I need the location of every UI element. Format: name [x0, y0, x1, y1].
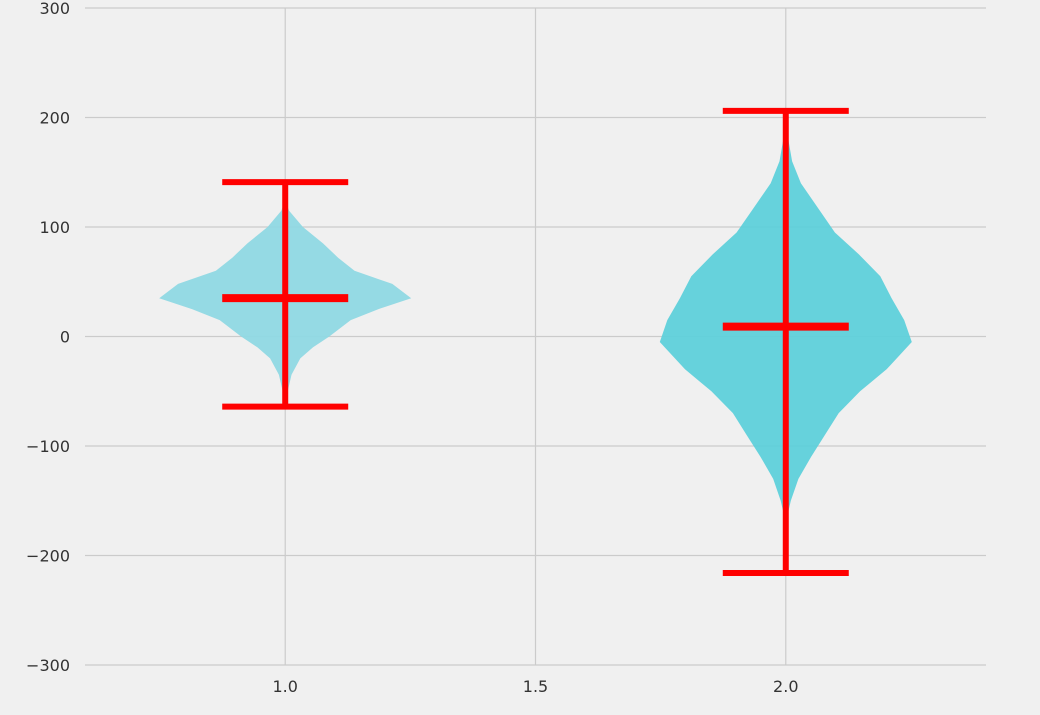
x-tick-label: 1.5	[523, 677, 548, 696]
x-tick-label: 1.0	[272, 677, 297, 696]
x-tick-label: 2.0	[773, 677, 798, 696]
x-tick-labels: 1.0 1.5 2.0	[272, 677, 798, 696]
y-tick-labels: −300 −200 −100 0 100 200 300	[26, 0, 70, 675]
y-tick-label: 0	[60, 328, 70, 347]
y-tick-label: −200	[26, 547, 70, 566]
y-tick-label: 100	[39, 218, 70, 237]
y-tick-label: 300	[39, 0, 70, 18]
violin-stats	[222, 107, 849, 577]
y-tick-label: −300	[26, 656, 70, 675]
y-tick-label: −100	[26, 437, 70, 456]
y-tick-label: 200	[39, 109, 70, 128]
